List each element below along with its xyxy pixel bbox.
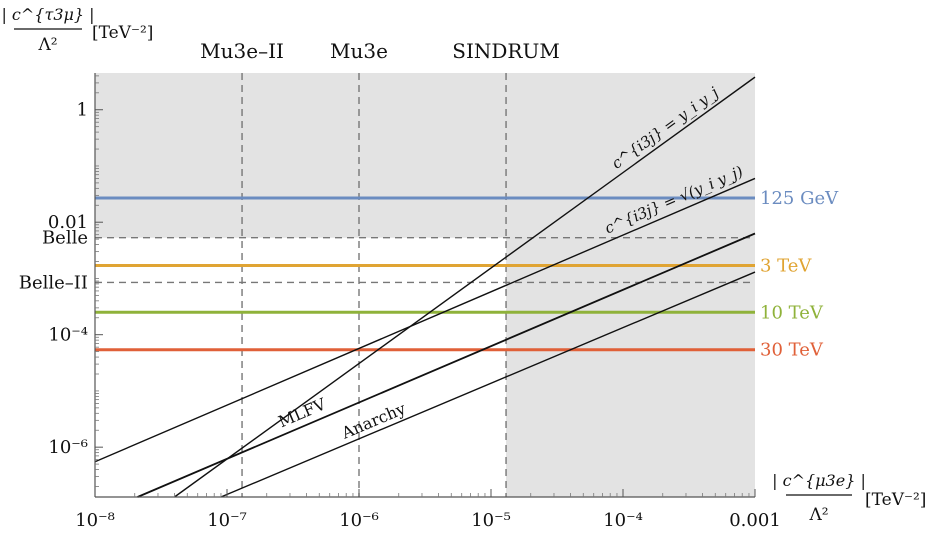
- experimental-limits: [95, 73, 755, 497]
- excluded-region: [506, 73, 755, 497]
- y-tick-label: 1: [77, 100, 88, 121]
- scale-line-label: 30 TeV: [760, 340, 824, 361]
- line-annotation: MLFV: [275, 394, 329, 431]
- line-annotation: Anarchy: [338, 399, 408, 443]
- x-tick-label: 10⁻⁶: [339, 510, 379, 531]
- vertical-limit-label: Mu3e: [330, 39, 388, 63]
- y-axis-label-denominator: Λ²: [37, 35, 57, 55]
- y-tick-label: 0.01: [48, 212, 88, 233]
- horizontal-limit-label: Belle: [42, 228, 88, 249]
- scale-line-label: 10 TeV: [760, 302, 824, 323]
- x-tick-label: 0.001: [729, 510, 781, 531]
- scale-line-label: 3 TeV: [760, 255, 812, 276]
- horizontal-limit-label: Belle–II: [19, 272, 88, 293]
- x-tick-label: 10⁻⁴: [603, 510, 643, 531]
- x-tick-label: 10⁻⁵: [471, 510, 511, 531]
- vertical-limit-label: SINDRUM: [452, 39, 560, 63]
- excluded-regions: [95, 73, 755, 497]
- diagonal-line: [220, 271, 756, 498]
- axes: [94, 73, 756, 498]
- x-tick-label: 10⁻⁷: [207, 510, 247, 531]
- x-axis-label-unit: [TeV⁻²]: [865, 490, 926, 510]
- vertical-limit-label: Mu3e–II: [200, 39, 284, 63]
- y-tick-label: 10⁻⁴: [48, 325, 88, 346]
- x-axis-label-numerator: | c^{μ3e} |: [772, 471, 866, 490]
- y-axis-label-unit: [TeV⁻²]: [92, 23, 153, 43]
- diagonal-line: [137, 232, 756, 498]
- x-tick-label: 10⁻⁸: [75, 510, 115, 531]
- scale-line-label: 125 GeV: [760, 188, 839, 209]
- y-tick-label: 10⁻⁶: [48, 437, 88, 458]
- diagonal-lines: [94, 76, 756, 498]
- diagonal-line: [174, 76, 756, 498]
- y-axis-label-numerator: | c^{τ3μ} |: [1, 5, 94, 24]
- scale-lines: [95, 196, 755, 352]
- diagonal-line: [94, 177, 756, 463]
- x-axis-label-denominator: Λ²: [808, 505, 828, 525]
